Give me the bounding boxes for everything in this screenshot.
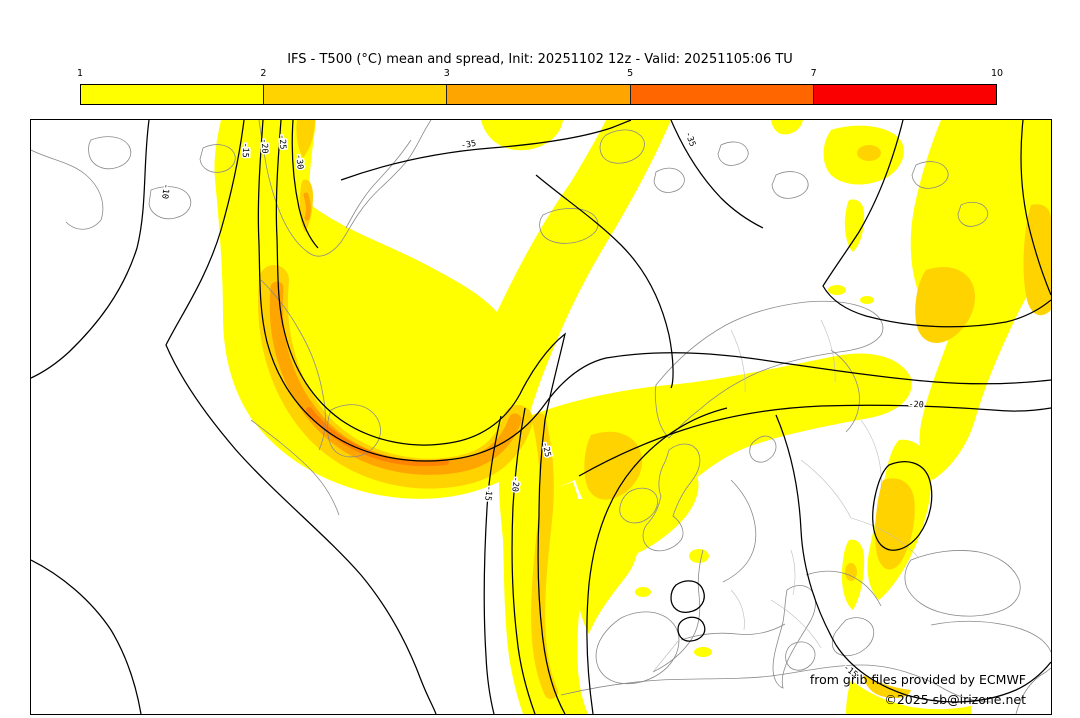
- attribution-source: from grib files provided by ECMWF: [809, 672, 1026, 687]
- colorbar-segment-5-7: [630, 85, 814, 104]
- coastline-layer: [31, 120, 1051, 714]
- colorbar-tick-label: 2: [260, 68, 267, 79]
- spread-fill-layer-1-2: [214, 120, 1051, 714]
- colorbar-ticks: 1 2 3 5 7 10: [76, 68, 1003, 82]
- contour-label: -25: [539, 441, 552, 458]
- attribution-copyright: ©2025 sb@irizone.net: [884, 692, 1026, 707]
- contour-label: -30: [293, 154, 305, 170]
- colorbar-segment-7-10: [813, 85, 997, 104]
- contour-layer: [31, 120, 1051, 714]
- page-title: IFS - T500 (°C) mean and spread, Init: 2…: [287, 52, 793, 67]
- contour-label: -15: [482, 485, 494, 501]
- attribution: from grib files provided by ECMWF ©2025 …: [810, 670, 1026, 710]
- contour-label: -15: [240, 142, 251, 158]
- contour-label: -10: [159, 183, 171, 199]
- contour-label: -25: [276, 134, 287, 150]
- map-frame: -10 -15 -20 -25 -30 -35 -35 -15 -20 -25 -20 -15: [30, 119, 1052, 715]
- contour-label: -35: [460, 139, 477, 152]
- map-canvas: -10-15 -20 -25-30-35 -35-15-20-25-20-15: [31, 120, 1051, 714]
- colorbar-segments: [80, 84, 997, 105]
- contour-label: -20: [259, 138, 270, 154]
- spread-fill-layer-3-5: [269, 192, 522, 475]
- colorbar-tick-label: 10: [990, 68, 1004, 79]
- colorbar-tick-label: 1: [76, 68, 84, 79]
- colorbar-segment-1-2: [81, 85, 265, 104]
- colorbar: 1 2 3 5 7 10: [76, 68, 1003, 108]
- contour-label: -35: [683, 130, 698, 148]
- colorbar-segment-3-5: [447, 85, 631, 104]
- colorbar-segment-2-3: [264, 85, 448, 104]
- colorbar-tick-label: 3: [443, 68, 450, 79]
- contour-label: -20: [509, 476, 520, 492]
- contour-label: -20: [908, 399, 924, 410]
- colorbar-tick-label: 7: [810, 68, 817, 79]
- colorbar-tick-label: 5: [627, 68, 634, 79]
